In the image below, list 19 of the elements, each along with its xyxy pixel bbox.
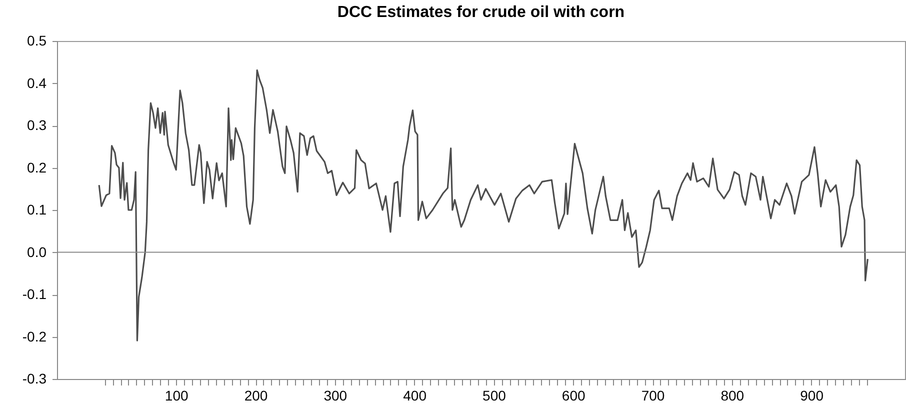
y-tick-label: 0.2 bbox=[27, 159, 47, 176]
x-tick-label: 200 bbox=[244, 388, 268, 404]
y-tick-label: 0.3 bbox=[27, 117, 47, 133]
y-tick-label: 0.5 bbox=[27, 32, 47, 48]
y-tick-label: -0.2 bbox=[22, 328, 47, 344]
y-tick-label: -0.1 bbox=[22, 286, 47, 302]
x-tick-label: 600 bbox=[562, 388, 586, 404]
x-tick-label: 100 bbox=[164, 388, 188, 404]
y-tick-label: 0.1 bbox=[27, 202, 47, 218]
x-tick-label: 900 bbox=[800, 388, 824, 404]
y-tick-label: 0.4 bbox=[27, 74, 47, 91]
y-tick-label: 0.0 bbox=[27, 244, 47, 260]
x-tick-label: 500 bbox=[482, 388, 506, 404]
x-tick-label: 800 bbox=[720, 388, 744, 404]
chart-title: DCC Estimates for crude oil with corn bbox=[337, 4, 625, 21]
x-tick-label: 700 bbox=[641, 388, 665, 404]
x-tick-label: 300 bbox=[324, 388, 348, 404]
y-tick-label: -0.3 bbox=[22, 370, 47, 386]
x-tick-label: 400 bbox=[403, 388, 427, 404]
